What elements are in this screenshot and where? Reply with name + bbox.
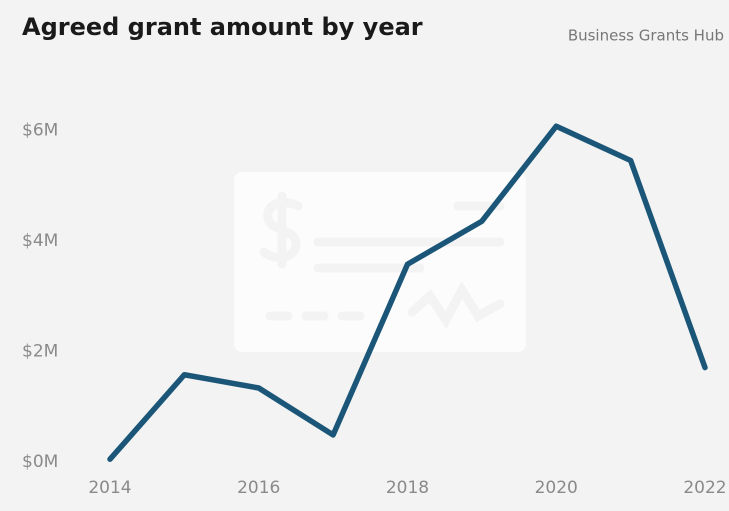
y-tick-label: $2M — [22, 342, 58, 362]
y-tick-label: $6M — [22, 121, 58, 141]
x-tick-label: 2016 — [237, 478, 280, 498]
x-tick-label: 2014 — [88, 478, 131, 498]
x-tick-label: 2020 — [535, 478, 578, 498]
y-tick-label: $4M — [22, 231, 58, 251]
data-line — [107, 123, 708, 462]
x-tick-label: 2018 — [386, 478, 429, 498]
chart-subtitle: Business Grants Hub — [568, 27, 724, 45]
chart-title: Agreed grant amount by year — [22, 13, 423, 41]
x-tick-label: 2022 — [683, 478, 726, 498]
y-tick-label: $0M — [22, 452, 58, 472]
watermark-icon — [234, 172, 526, 352]
